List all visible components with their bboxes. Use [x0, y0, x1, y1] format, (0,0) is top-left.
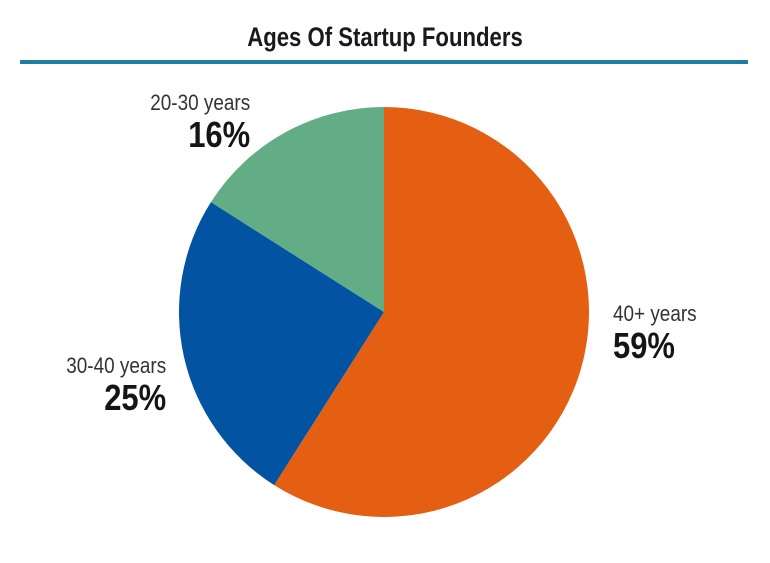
pie-slice-30-40-years: [179, 202, 384, 486]
label-20-30-percent: 16%: [188, 114, 250, 155]
chart-title: Ages Of Startup Founders: [247, 22, 523, 52]
label-20-30: 20-30 years 16%: [134, 90, 250, 154]
label-30-40: 30-40 years 25%: [50, 353, 166, 417]
pie-slice-40-years: [274, 107, 590, 517]
pie-slice-20-30-years: [210, 107, 384, 312]
label-30-40-category: 30-40 years: [66, 353, 166, 378]
label-40-plus-percent: 59%: [613, 325, 675, 366]
label-30-40-percent: 25%: [104, 377, 166, 418]
title-underline: [20, 60, 748, 64]
label-40-plus: 40+ years 59%: [613, 301, 710, 365]
label-20-30-category: 20-30 years: [150, 90, 250, 115]
label-40-plus-category: 40+ years: [613, 301, 697, 326]
